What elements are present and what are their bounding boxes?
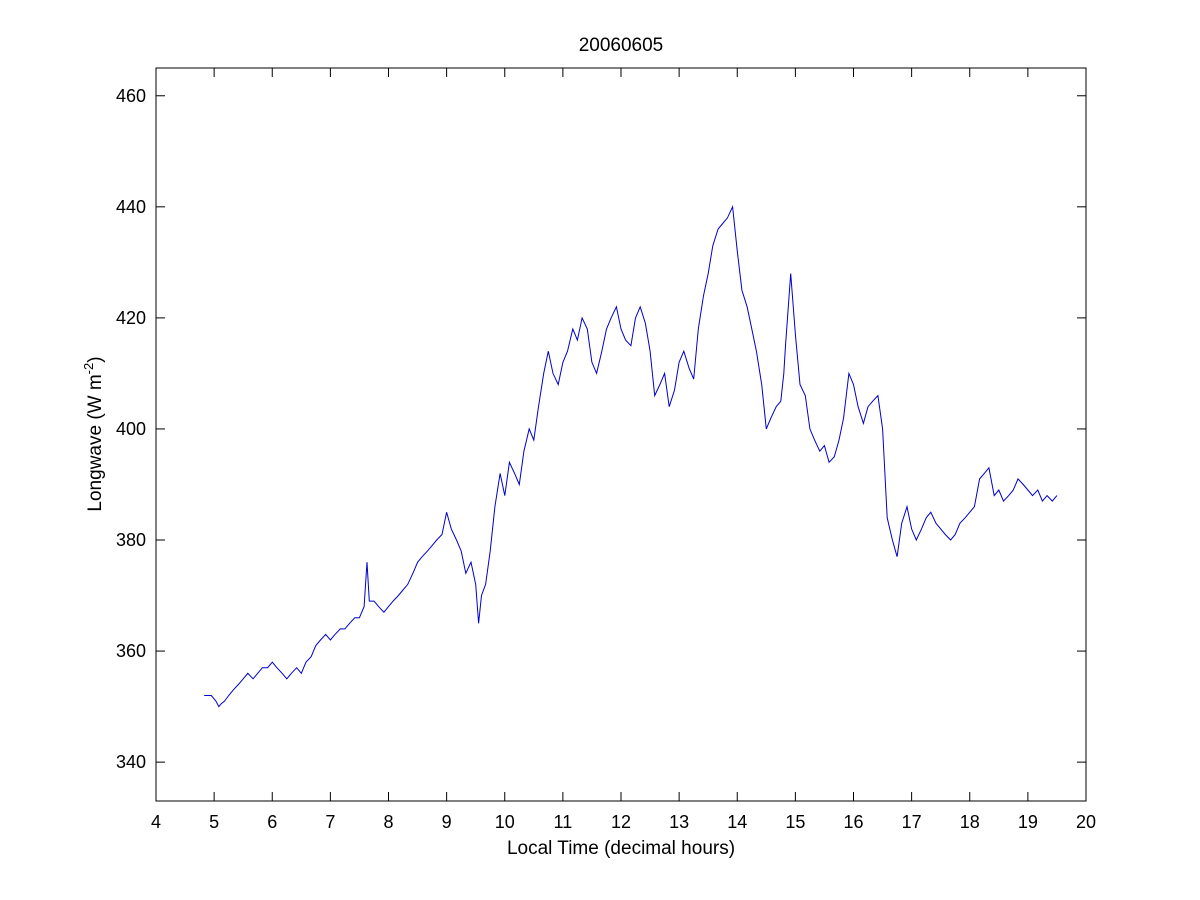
chart-title: 20060605 (579, 35, 664, 56)
y-tick-label: 420 (116, 308, 146, 328)
x-tick-label: 20 (1076, 812, 1096, 832)
y-axis: 340 360 380 400 420 440 460 (116, 86, 1086, 772)
y-tick-label: 360 (116, 641, 146, 661)
x-tick-label: 17 (902, 812, 922, 832)
y-axis-label-suffix: ) (85, 356, 106, 362)
y-tick-label: 440 (116, 197, 146, 217)
x-tick-label: 5 (209, 812, 219, 832)
x-axis-label: Local Time (decimal hours) (507, 838, 735, 859)
x-tick-label: 9 (442, 812, 452, 832)
series-line-longwave (204, 204, 1058, 708)
x-tick-label: 10 (495, 812, 515, 832)
y-tick-label: 400 (116, 419, 146, 439)
y-axis-label-exponent: -2 (81, 363, 96, 375)
x-tick-label: 8 (383, 812, 393, 832)
x-tick-label: 16 (843, 812, 863, 832)
x-tick-label: 13 (669, 812, 689, 832)
x-axis: 4 5 6 7 8 9 10 11 12 13 14 15 16 17 18 19 20 (151, 68, 1096, 832)
y-axis-label-prefix: Longwave (W m (85, 374, 106, 511)
y-tick-label: 460 (116, 86, 146, 106)
y-tick-label: 340 (116, 752, 146, 772)
x-tick-label: 4 (151, 812, 161, 832)
x-tick-label: 11 (554, 812, 573, 832)
y-tick-label: 380 (116, 530, 146, 550)
x-tick-label: 19 (1018, 812, 1038, 832)
x-tick-label: 15 (785, 812, 805, 832)
x-tick-label: 7 (325, 812, 335, 832)
x-tick-label: 14 (727, 812, 747, 832)
x-tick-label: 18 (960, 812, 980, 832)
x-tick-label: 12 (611, 812, 631, 832)
x-tick-label: 6 (267, 812, 277, 832)
plot-area (155, 67, 1087, 802)
y-axis-label: Longwave (W m-2) (81, 356, 106, 511)
